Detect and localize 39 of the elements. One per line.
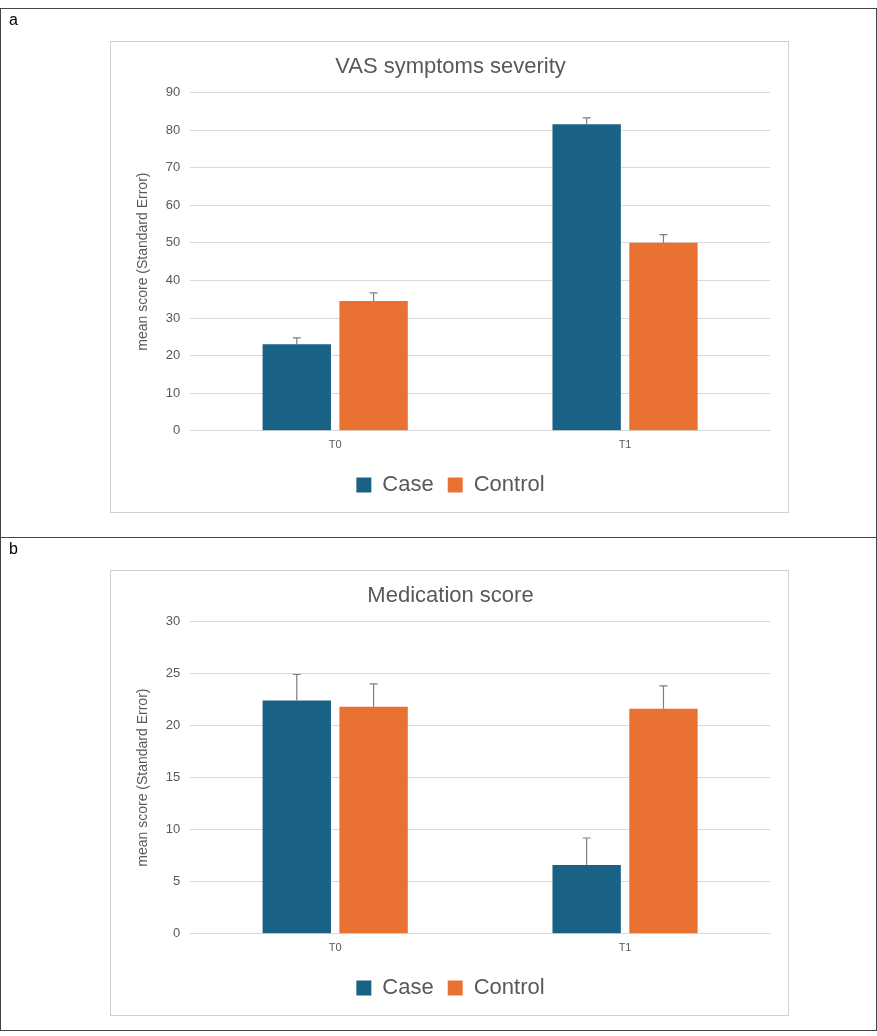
y-tick-label: 10: [165, 821, 181, 837]
y-tick-label: 15: [165, 769, 181, 785]
text: b: [9, 540, 18, 558]
bar: [629, 708, 698, 934]
text: a: [9, 11, 18, 29]
bar: [629, 242, 698, 431]
x-tick-label: T0: [328, 941, 342, 954]
y-tick-label: 0: [173, 925, 181, 941]
legend-label: Control: [473, 974, 545, 1000]
y-tick-label: 40: [165, 271, 181, 287]
y-tick-label: 90: [165, 83, 181, 99]
x-tick-label: T0: [328, 438, 342, 451]
legend-label: Case: [382, 974, 434, 1000]
y-tick-label: 80: [165, 121, 181, 137]
legend-label: Case: [382, 471, 434, 497]
y-tick-label: 5: [173, 873, 181, 889]
bar: [262, 700, 331, 934]
bar: [552, 865, 621, 934]
legend-label: Control: [473, 471, 545, 497]
y-tick-label: 20: [165, 347, 181, 363]
y-axis-title: mean score (Standard Error): [134, 688, 151, 867]
y-tick-label: 70: [165, 159, 181, 175]
y-tick-label: 25: [165, 665, 181, 681]
y-tick-label: 0: [173, 422, 181, 438]
bar: [552, 124, 621, 431]
bar: [339, 301, 408, 431]
y-axis-title: mean score (Standard Error): [134, 172, 151, 351]
x-tick-label: T1: [618, 438, 632, 451]
chart-title: Medication score: [367, 582, 534, 608]
x-tick-label: T1: [618, 941, 632, 954]
y-tick-label: 30: [165, 309, 181, 325]
y-tick-label: 10: [165, 384, 181, 400]
chart-title: VAS symptoms severity: [335, 53, 566, 79]
bar: [262, 344, 331, 431]
bar: [339, 706, 408, 934]
y-tick-label: 30: [165, 612, 181, 628]
y-tick-label: 60: [165, 196, 181, 212]
y-tick-label: 50: [165, 234, 181, 250]
y-tick-label: 20: [165, 717, 181, 733]
